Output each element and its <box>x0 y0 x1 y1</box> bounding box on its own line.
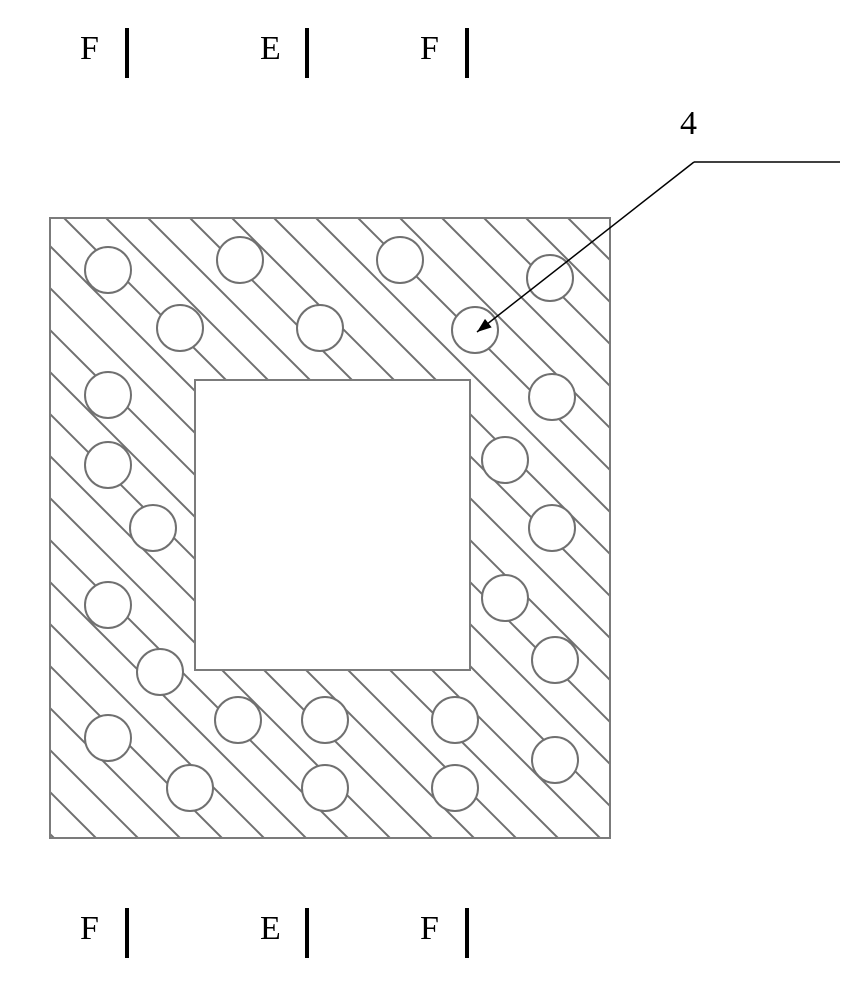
hole-circle <box>215 697 261 743</box>
diagram-svg <box>0 0 850 1000</box>
section-label-top-0: F <box>80 30 99 68</box>
hole-circle <box>377 237 423 283</box>
hole-circle <box>532 737 578 783</box>
section-label-top-2: F <box>420 30 439 68</box>
hole-circle <box>85 715 131 761</box>
section-label-bottom-0: F <box>80 910 99 948</box>
hole-circle <box>157 305 203 351</box>
section-tick-top-2 <box>465 28 469 78</box>
hole-circle <box>85 247 131 293</box>
hole-circle <box>529 505 575 551</box>
hole-circle <box>167 765 213 811</box>
hole-circle <box>432 697 478 743</box>
section-tick-bottom-2 <box>465 908 469 958</box>
hole-circle <box>452 307 498 353</box>
section-tick-top-0 <box>125 28 129 78</box>
section-label-bottom-2: F <box>420 910 439 948</box>
hole-circle <box>85 372 131 418</box>
hole-circle <box>85 442 131 488</box>
section-label-bottom-1: E <box>260 910 281 948</box>
hole-circle <box>529 374 575 420</box>
section-label-top-1: E <box>260 30 281 68</box>
section-tick-top-1 <box>305 28 309 78</box>
hole-circle <box>532 637 578 683</box>
callout-label: 4 <box>680 105 697 143</box>
hole-circle <box>85 582 131 628</box>
hole-circle <box>302 697 348 743</box>
hole-circle <box>130 505 176 551</box>
section-tick-bottom-1 <box>305 908 309 958</box>
hole-circle <box>482 437 528 483</box>
hole-circle <box>137 649 183 695</box>
hole-circle <box>432 765 478 811</box>
hole-circle <box>217 237 263 283</box>
section-tick-bottom-0 <box>125 908 129 958</box>
hole-circle <box>297 305 343 351</box>
inner-square <box>195 380 470 670</box>
callout-diagonal <box>477 162 694 332</box>
hole-circle <box>482 575 528 621</box>
hole-circle <box>302 765 348 811</box>
